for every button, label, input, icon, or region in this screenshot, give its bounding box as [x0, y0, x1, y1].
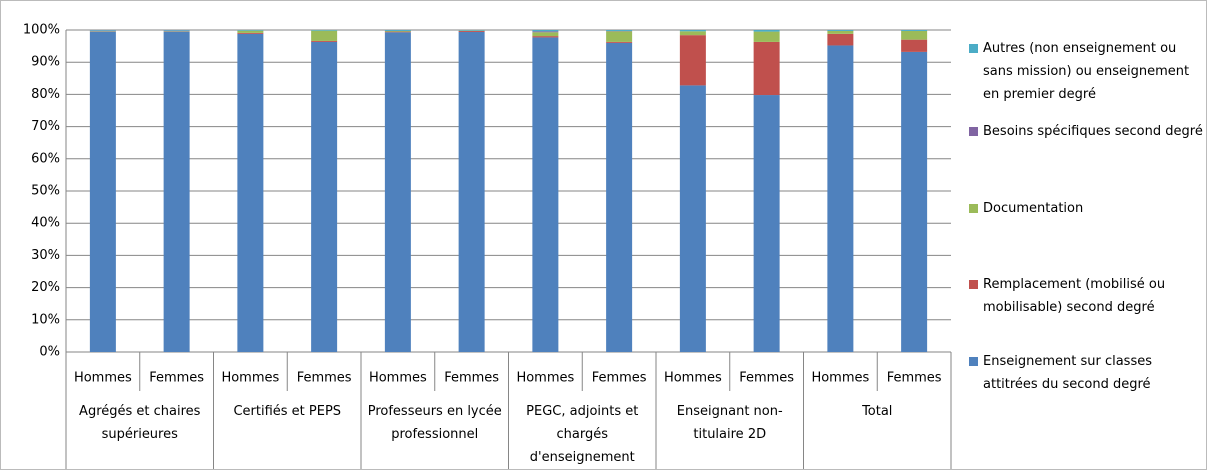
- bar-segment: [532, 30, 559, 32]
- x-tick-label: Femmes: [297, 371, 352, 386]
- y-tick-label: 30%: [31, 248, 60, 263]
- bar-segment: [532, 31, 559, 33]
- y-tick-label: 0%: [39, 345, 60, 360]
- bar-segment: [237, 30, 264, 31]
- x-tick-label: Femmes: [739, 371, 794, 386]
- y-tick-label: 20%: [31, 280, 60, 295]
- bar-segment: [827, 45, 854, 353]
- group-label: Certifiés et PEPS: [233, 404, 342, 419]
- bar-segment: [753, 30, 780, 32]
- bar-segment: [532, 37, 559, 352]
- bar-segment: [827, 30, 854, 31]
- legend-label: Besoins spécifiques second degré: [983, 124, 1203, 139]
- legend-swatch: [969, 357, 978, 366]
- legend-label: Documentation: [983, 201, 1084, 216]
- legend-swatch: [969, 280, 978, 289]
- x-tick-label: Femmes: [444, 371, 499, 386]
- bar-segment: [679, 85, 706, 352]
- group-label: Professeurs en lycée professionnel: [367, 404, 502, 442]
- bar-segment: [89, 30, 116, 31]
- bar-segment: [237, 32, 264, 34]
- x-tick-label: Hommes: [74, 371, 132, 386]
- bar-segment: [237, 30, 264, 33]
- bar-segment: [901, 51, 928, 353]
- bar-segment: [384, 32, 411, 352]
- bar-segment: [311, 41, 338, 352]
- bar-segment: [679, 31, 706, 36]
- x-tick-label: Femmes: [149, 371, 204, 386]
- bar-segment: [753, 95, 780, 352]
- bar-segment: [606, 30, 633, 31]
- bar-segment: [606, 41, 633, 43]
- bar-segment: [163, 30, 190, 31]
- group-label: PEGC, adjoints et chargés d'enseignement: [526, 404, 639, 465]
- bar-segment: [237, 33, 264, 352]
- bar-segment: [901, 39, 928, 52]
- x-tick-label: Femmes: [887, 371, 942, 386]
- y-tick-label: 50%: [31, 184, 60, 199]
- bar-segment: [827, 33, 854, 46]
- bar-segment: [458, 30, 485, 32]
- bar-segment: [311, 30, 338, 41]
- x-tick-label: Hommes: [221, 371, 279, 386]
- legend-swatch: [969, 127, 978, 136]
- bar-segment: [384, 30, 411, 31]
- bar-segment: [901, 30, 928, 31]
- bar-segment: [311, 40, 338, 42]
- y-tick-label: 90%: [31, 55, 60, 70]
- bar-segment: [458, 31, 485, 352]
- bar-segment: [753, 31, 780, 42]
- y-tick-label: 100%: [23, 23, 60, 38]
- bar-segment: [901, 30, 928, 40]
- bar-segment: [384, 30, 411, 32]
- y-tick-label: 40%: [31, 216, 60, 231]
- legend-swatch: [969, 44, 978, 53]
- bar-segment: [89, 31, 116, 353]
- bar-segment: [606, 42, 633, 352]
- y-tick-label: 70%: [31, 119, 60, 134]
- group-label: Agrégés et chaires supérieures: [79, 404, 201, 442]
- bar-segment: [679, 30, 706, 32]
- x-tick-label: Femmes: [592, 371, 647, 386]
- bar-segment: [458, 30, 485, 31]
- bar-segment: [827, 30, 854, 34]
- bar-segment: [532, 36, 559, 38]
- bar-segment: [163, 31, 190, 353]
- x-tick-label: Hommes: [811, 371, 869, 386]
- bar-segment: [753, 41, 780, 96]
- bar-segment: [532, 32, 559, 37]
- bar-segment: [679, 35, 706, 86]
- y-tick-label: 10%: [31, 312, 60, 327]
- x-tick-label: Hommes: [664, 371, 722, 386]
- y-tick-label: 80%: [31, 87, 60, 102]
- bar-segment: [606, 31, 633, 42]
- x-tick-label: Hommes: [369, 371, 427, 386]
- legend-label: Autres (non enseignement ou sans mission…: [983, 41, 1190, 102]
- legend-label: Remplacement (mobilisé ou mobilisable) s…: [983, 277, 1166, 315]
- group-label: Enseignant non-titulaire 2D: [676, 404, 783, 442]
- bar-segment: [384, 31, 411, 33]
- x-tick-label: Hommes: [516, 371, 574, 386]
- bar-segment: [311, 30, 338, 31]
- y-tick-label: 60%: [31, 151, 60, 166]
- group-label: Total: [862, 404, 893, 419]
- legend-swatch: [969, 204, 978, 213]
- legend-label: Enseignement sur classes attitrées du se…: [983, 354, 1152, 392]
